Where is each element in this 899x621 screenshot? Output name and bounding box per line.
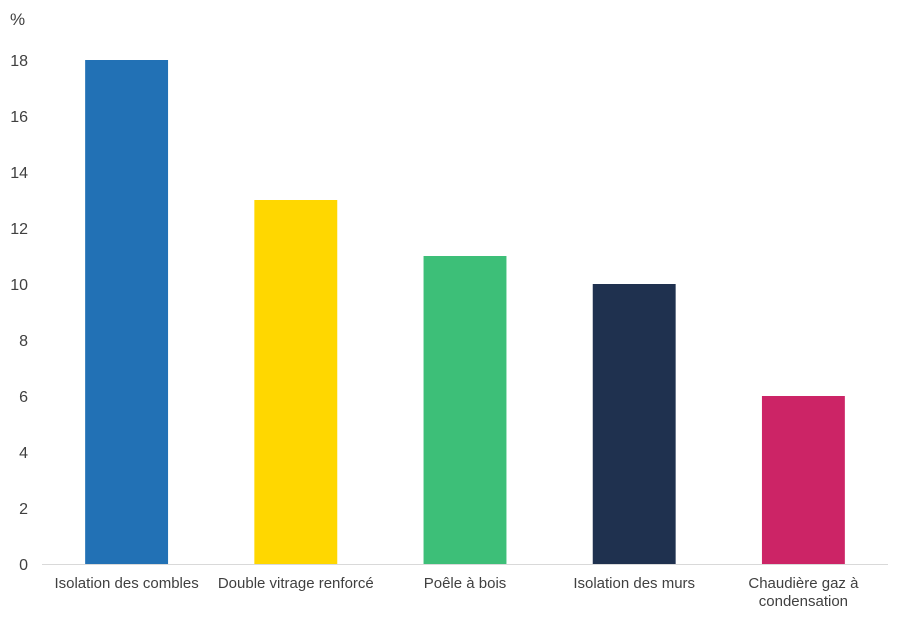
y-tick-label: 6 — [19, 389, 28, 406]
y-axis-unit-label: % — [10, 10, 25, 29]
y-tick-label: 14 — [10, 165, 28, 182]
x-tick-label-line: Poêle à bois — [424, 575, 507, 592]
y-axis-ticks: 0 2 4 6 8 10 12 14 16 18 — [10, 53, 28, 574]
x-tick-label: Chaudière gaz à condensation — [748, 575, 859, 610]
x-tick-label: Isolation des combles — [54, 575, 198, 592]
x-tick-label-line: Isolation des combles — [54, 575, 198, 592]
x-tick-label: Isolation des murs — [573, 575, 695, 592]
bar — [254, 200, 338, 564]
y-tick-label: 8 — [19, 333, 28, 350]
y-tick-label: 16 — [10, 109, 28, 126]
x-axis-ticks: Isolation des combles Double vitrage renf… — [54, 575, 859, 610]
bar — [85, 60, 169, 564]
y-tick-label: 18 — [10, 53, 28, 70]
bar — [423, 256, 507, 564]
bar — [592, 284, 676, 564]
y-tick-label: 12 — [10, 221, 28, 238]
y-tick-label: 10 — [10, 277, 28, 294]
x-tick-label-line: Chaudière gaz à — [748, 575, 859, 592]
x-tick-label: Poêle à bois — [424, 575, 507, 592]
y-tick-label: 0 — [19, 557, 28, 574]
x-tick-label-line: condensation — [759, 593, 848, 610]
y-tick-label: 2 — [19, 501, 28, 518]
x-tick-label: Double vitrage renforcé — [218, 575, 374, 592]
bar — [761, 396, 845, 564]
bars — [85, 60, 845, 564]
x-tick-label-line: Double vitrage renforcé — [218, 575, 374, 592]
y-tick-label: 4 — [19, 445, 28, 462]
x-tick-label-line: Isolation des murs — [573, 575, 695, 592]
